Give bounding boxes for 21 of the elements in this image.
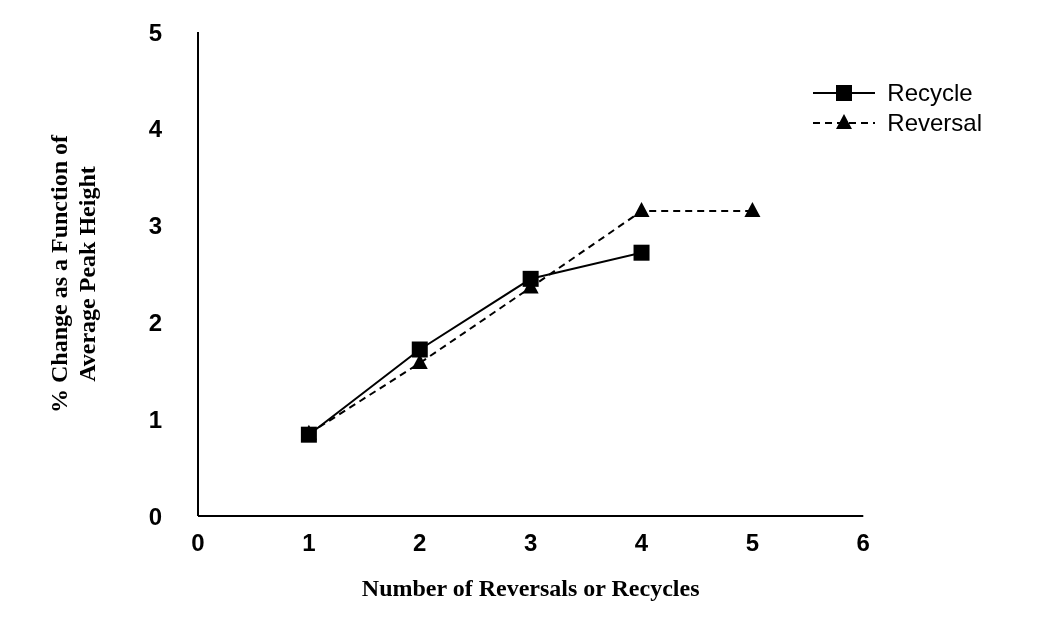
- point: [633, 244, 650, 261]
- y-tick-label: 2: [148, 308, 162, 336]
- y-tick-label: 5: [148, 18, 162, 46]
- x-tick-label: 2: [413, 529, 427, 557]
- legend-label: Reversal: [887, 109, 982, 137]
- y-tick-label: 3: [148, 212, 162, 240]
- point: [411, 341, 428, 358]
- x-tick-label: 4: [634, 529, 649, 557]
- legend-label: Recycle: [887, 79, 973, 107]
- y-tick-label: 1: [148, 405, 162, 433]
- x-tick-label: 5: [745, 529, 760, 557]
- y-tick-label: 0: [148, 502, 162, 530]
- y-axis-title: % Change as a Function of Average Peak Height: [46, 133, 100, 414]
- x-tick-label: 1: [302, 529, 316, 557]
- point: [633, 202, 650, 218]
- point: [744, 202, 761, 218]
- y-tick-label: 4: [148, 115, 163, 143]
- x-tick-label: 3: [523, 529, 538, 557]
- x-tick-label: 0: [191, 529, 205, 557]
- x-axis-title: Number of Reversals or Recycles: [361, 575, 700, 601]
- x-tick-label: 6: [856, 529, 870, 557]
